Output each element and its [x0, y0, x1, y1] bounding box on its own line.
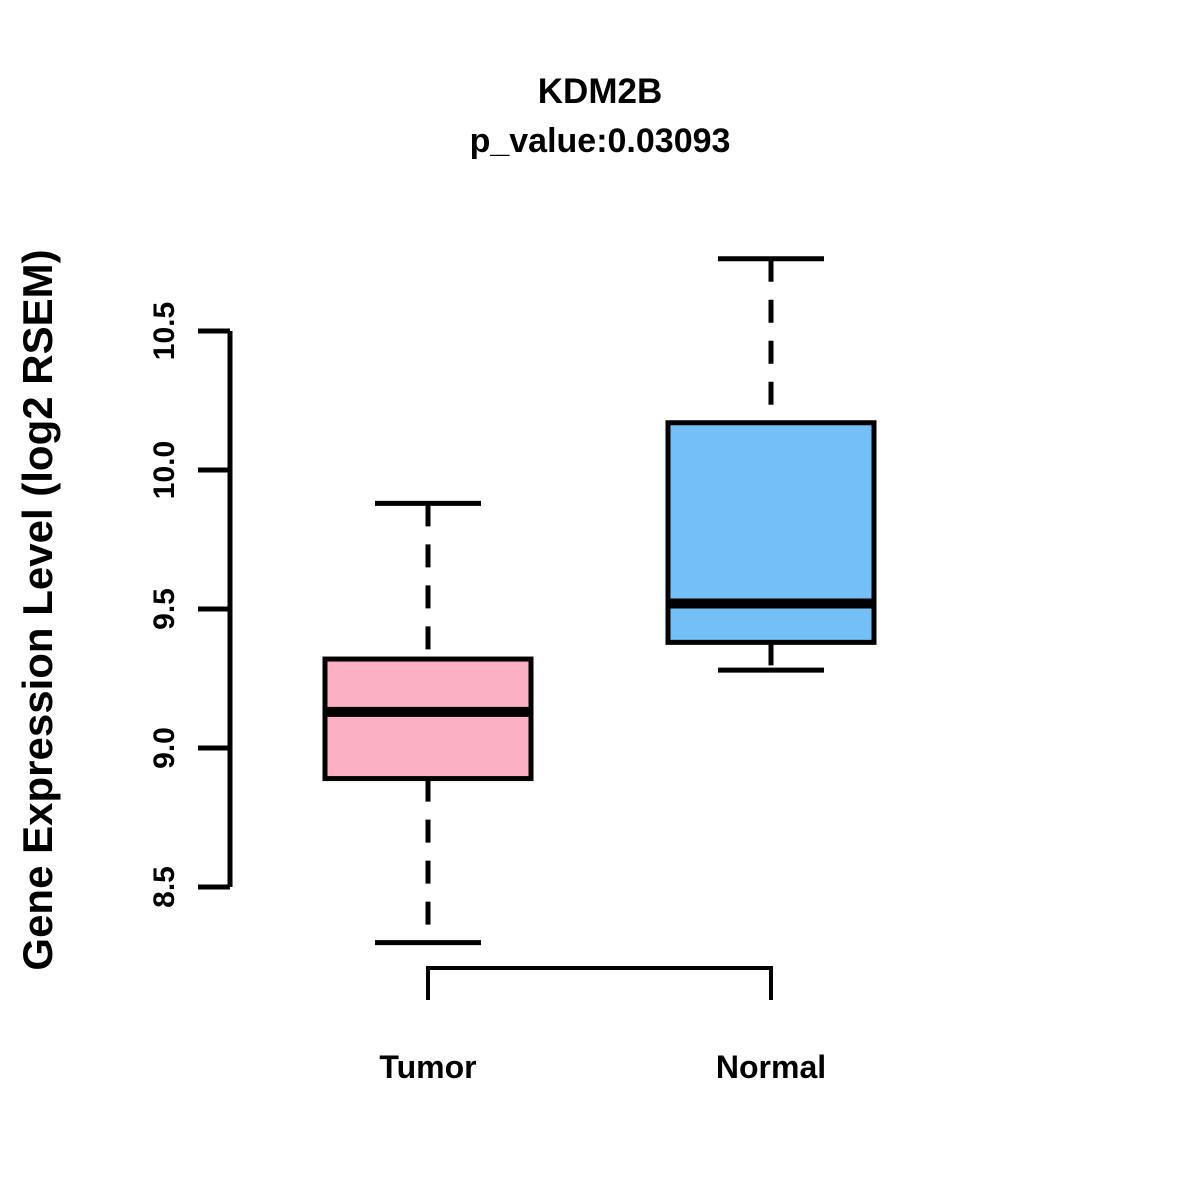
iqr-box	[322, 656, 534, 782]
x-category-labels: Tumor Normal	[379, 1049, 826, 1085]
boxplot-layer	[322, 256, 877, 1000]
boxplot-tumor	[322, 500, 534, 946]
y-axis-label: Gene Expression Level (log2 RSEM)	[14, 249, 61, 970]
comparison-bracket	[426, 966, 773, 1000]
chart-subtitle: p_value:0.03093	[470, 122, 731, 160]
x-category-label: Normal	[716, 1049, 826, 1085]
chart-title: KDM2B	[538, 72, 662, 111]
iqr-box	[665, 420, 877, 645]
y-tick-label: 10.5	[148, 302, 181, 360]
y-tick-label: 9.0	[148, 727, 181, 769]
x-category-label: Tumor	[379, 1049, 476, 1085]
y-tick-label: 9.5	[148, 588, 181, 630]
y-axis: 8.5 9.0 9.5 10.0 10.5	[148, 302, 233, 908]
boxplot-normal	[665, 256, 877, 673]
y-tick-label: 8.5	[148, 866, 181, 908]
y-tick-label: 10.0	[148, 441, 181, 499]
